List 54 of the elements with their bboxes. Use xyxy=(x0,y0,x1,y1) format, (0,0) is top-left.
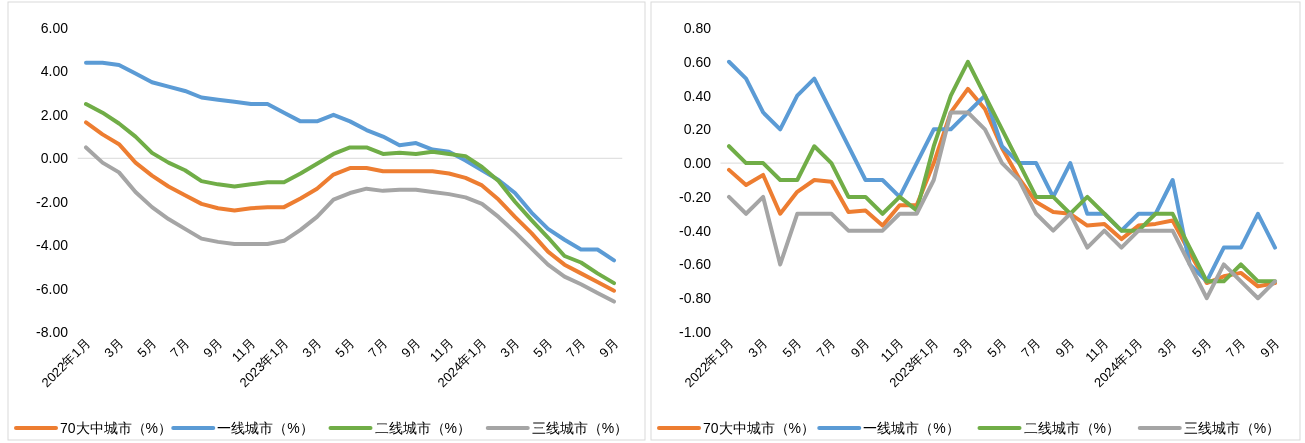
y-tick-label: 0.00 xyxy=(40,150,69,167)
y-tick-label: 0.80 xyxy=(683,20,712,36)
x-tick-label: 5月 xyxy=(134,335,160,361)
y-tick-label: -0.20 xyxy=(679,188,712,205)
y-tick-label: 6.00 xyxy=(40,20,69,36)
legend-label: 三线城市（%） xyxy=(1183,420,1281,436)
y-tick-label: -4.00 xyxy=(36,237,69,254)
line-series xyxy=(727,110,1277,301)
x-tick-label: 7月 xyxy=(563,335,589,361)
y-tick-label: 0.00 xyxy=(683,155,712,172)
y-tick-label: -8.00 xyxy=(36,324,69,340)
y-tick-label: -6.00 xyxy=(36,280,69,297)
x-tick-label: 3月 xyxy=(1154,335,1180,361)
legend-label: 70大中城市（%） xyxy=(60,420,173,436)
legend-label: 三线城市（%） xyxy=(531,420,629,436)
legend-label: 二线城市（%） xyxy=(374,420,471,436)
legend-label: 二线城市（%） xyxy=(1023,420,1120,436)
x-tick-label: 9月 xyxy=(1052,335,1078,361)
y-tick-label: 4.00 xyxy=(40,63,69,80)
x-tick-label: 3月 xyxy=(299,335,325,361)
x-tick-label: 7月 xyxy=(1018,335,1044,361)
y-tick-label: -0.80 xyxy=(679,290,712,307)
x-tick-label: 9月 xyxy=(1257,335,1283,361)
x-tick-label: 7月 xyxy=(365,335,391,361)
x-tick-label: 9月 xyxy=(200,335,226,361)
line-series xyxy=(84,60,616,263)
x-tick-label: 9月 xyxy=(847,335,873,361)
y-tick-label: -0.40 xyxy=(679,222,712,239)
y-tick-label: 0.20 xyxy=(683,121,712,138)
x-tick-label: 3月 xyxy=(101,335,127,361)
legend-label: 一线城市（%） xyxy=(217,420,314,436)
legend-label: 70大中城市（%） xyxy=(703,420,816,436)
x-tick-label: 3月 xyxy=(950,335,975,361)
y-tick-label: -0.60 xyxy=(679,256,712,273)
x-tick-label: 7月 xyxy=(1223,335,1248,361)
x-tick-label: 5月 xyxy=(332,335,358,361)
x-tick-label: 3月 xyxy=(497,335,523,361)
x-tick-label: 5月 xyxy=(1188,335,1214,361)
y-tick-label: 0.40 xyxy=(683,87,712,104)
x-tick-label: 5月 xyxy=(779,335,805,361)
x-tick-label: 7月 xyxy=(167,335,193,361)
x-tick-label: 3月 xyxy=(745,335,771,361)
x-tick-label: 9月 xyxy=(398,335,424,361)
x-tick-label: 9月 xyxy=(596,335,622,361)
y-tick-label: -1.00 xyxy=(679,324,712,340)
legend-label: 一线城市（%） xyxy=(863,420,960,436)
line-series xyxy=(84,145,616,304)
y-tick-label: -2.00 xyxy=(36,193,69,210)
x-tick-label: 5月 xyxy=(530,335,556,361)
x-tick-label: 5月 xyxy=(984,335,1010,361)
x-tick-label: 7月 xyxy=(813,335,839,361)
y-tick-label: 0.60 xyxy=(683,53,712,70)
x-tick-label: 11月 xyxy=(1082,335,1112,365)
y-tick-label: 2.00 xyxy=(40,106,69,123)
